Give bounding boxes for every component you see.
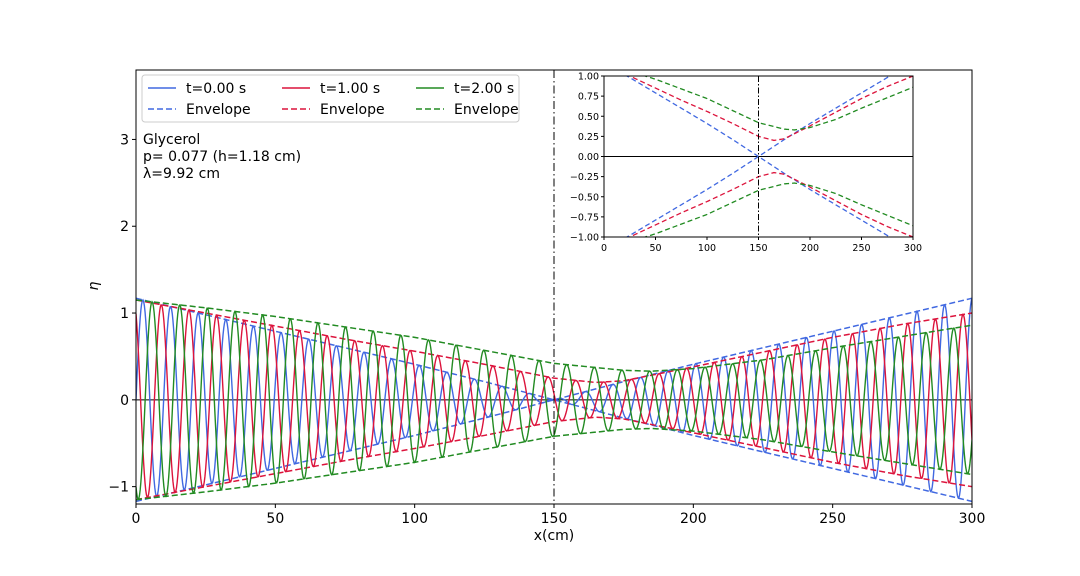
legend-label: t=1.00 s bbox=[320, 81, 380, 97]
x-tick-label: 250 bbox=[819, 511, 846, 527]
inset-y-tick-label: 0.00 bbox=[578, 152, 599, 163]
inset-axes: 0 50 100 150 200 250 300 −1.00 −0.75 −0.50 −0.25 0.… bbox=[570, 72, 922, 255]
inset-plot: 0 50 100 150 200 250 300 −1.00 −0.75 −0.50 −0.25 0.… bbox=[570, 72, 922, 255]
inset-y-tick-label: 0.50 bbox=[578, 112, 599, 123]
upper-envelope-series-1 bbox=[136, 299, 972, 384]
annotation-fluid: Glycerol bbox=[143, 132, 200, 148]
y-tick-label: 3 bbox=[120, 132, 129, 148]
inset-x-tick-label: 250 bbox=[852, 243, 870, 254]
y-tick-label: 2 bbox=[120, 219, 129, 235]
inset-y-tick-label: −0.50 bbox=[570, 192, 599, 203]
inset-x-tick-label: 200 bbox=[801, 243, 819, 254]
inset-series-layer bbox=[604, 76, 913, 237]
upper-envelope-series-2 bbox=[136, 299, 972, 372]
inset-y-tick-label: −0.75 bbox=[570, 212, 599, 223]
legend-label: Envelope bbox=[320, 102, 385, 118]
inset-y-tick-label: 0.25 bbox=[578, 132, 599, 143]
y-tick-label: 1 bbox=[120, 306, 129, 322]
wave-line-series-1 bbox=[136, 303, 972, 499]
lower-envelope-series-2 bbox=[136, 427, 972, 501]
main-plot-frame bbox=[135, 69, 973, 505]
x-axis-label: x(cm) bbox=[534, 528, 575, 544]
annotation-block: Glycerol p= 0.077 (h=1.18 cm) λ=9.92 cm bbox=[143, 132, 301, 182]
inset-x-tick-label: 0 bbox=[601, 243, 607, 254]
x-tick-label: 0 bbox=[132, 511, 141, 527]
legend-label: t=0.00 s bbox=[186, 81, 246, 97]
inset-x-tick-label: 50 bbox=[649, 243, 661, 254]
annotation-wavelength: λ=9.92 cm bbox=[143, 166, 220, 182]
inset-frame bbox=[603, 75, 914, 238]
x-tick-label: 200 bbox=[680, 511, 707, 527]
lower-envelope-series-1 bbox=[136, 416, 972, 501]
inset-y-tick-label: −1.00 bbox=[570, 233, 599, 244]
annotation-parameter: p= 0.077 (h=1.18 cm) bbox=[143, 149, 301, 165]
legend-label: t=2.00 s bbox=[454, 81, 514, 97]
x-tick-label: 100 bbox=[401, 511, 428, 527]
inset-lower-envelope-series-2 bbox=[643, 182, 913, 237]
y-axis-label: η bbox=[86, 281, 102, 290]
inset-y-tick-label: −0.25 bbox=[570, 172, 599, 183]
legend: t=0.00 s Envelope t=1.00 s Envelope t=2.00 s… bbox=[141, 74, 520, 123]
x-tick-label: 300 bbox=[959, 511, 986, 527]
y-tick-label: 0 bbox=[120, 393, 129, 409]
x-tick-label: 150 bbox=[541, 511, 568, 527]
legend-label: Envelope bbox=[454, 102, 519, 118]
inset-x-tick-label: 150 bbox=[749, 243, 767, 254]
x-tick-label: 50 bbox=[266, 511, 284, 527]
main-series-layer bbox=[136, 70, 972, 504]
y-tick-label: −1 bbox=[108, 480, 129, 496]
inset-x-tick-label: 300 bbox=[904, 243, 922, 254]
wave-line-series-2 bbox=[136, 300, 972, 501]
inset-y-tick-label: 1.00 bbox=[578, 72, 599, 83]
inset-y-tick-label: 0.75 bbox=[578, 92, 599, 103]
legend-label: Envelope bbox=[186, 102, 251, 118]
inset-x-tick-label: 100 bbox=[698, 243, 716, 254]
inset-upper-envelope-series-2 bbox=[643, 76, 913, 131]
legend-box bbox=[141, 74, 520, 123]
